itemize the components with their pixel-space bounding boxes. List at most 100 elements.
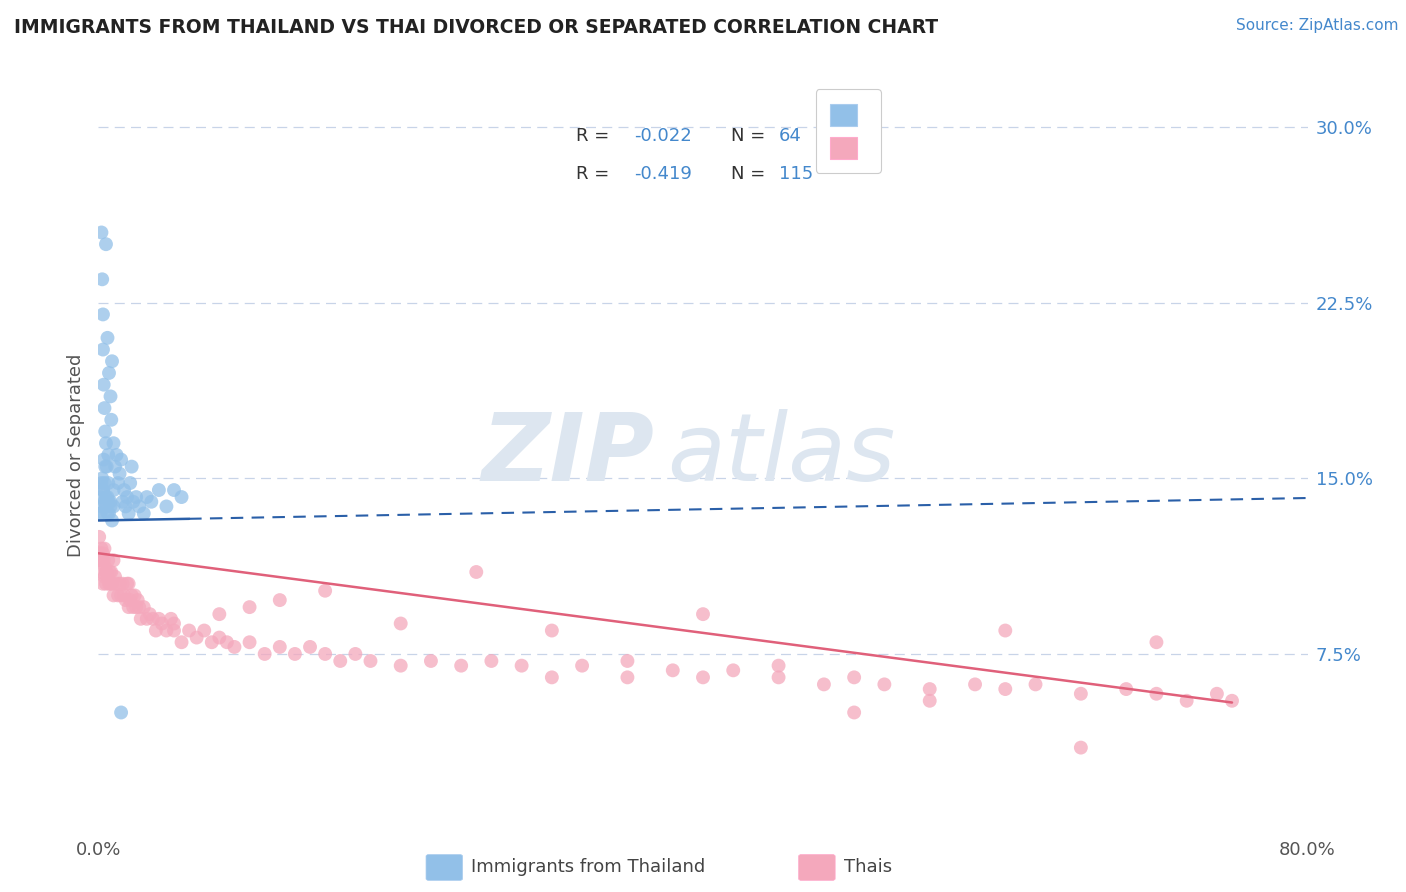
Point <box>96 507 118 521</box>
Point <box>90 490 112 504</box>
Point <box>98 507 121 521</box>
Point <box>112 483 135 497</box>
Point <box>239 635 262 649</box>
Point <box>465 565 488 579</box>
Point <box>139 607 162 622</box>
Point <box>142 612 165 626</box>
Point <box>90 565 112 579</box>
Point <box>170 635 193 649</box>
Text: R =: R = <box>576 128 614 145</box>
Point <box>129 612 152 626</box>
Point <box>103 483 125 497</box>
Point <box>93 494 115 508</box>
Point <box>98 366 121 380</box>
Point <box>141 494 163 508</box>
Point <box>100 500 122 514</box>
Point <box>96 331 118 345</box>
Point <box>100 494 122 508</box>
Point <box>103 589 125 603</box>
Point <box>135 612 157 626</box>
Point <box>97 448 120 462</box>
Point <box>481 654 503 668</box>
Point <box>111 494 134 508</box>
Point <box>90 500 112 514</box>
Point <box>94 459 117 474</box>
Text: Thais: Thais <box>844 858 891 876</box>
Point <box>127 593 149 607</box>
Point <box>100 576 122 591</box>
Point <box>93 553 115 567</box>
Point <box>155 500 177 514</box>
Point <box>1220 694 1243 708</box>
Text: ZIP: ZIP <box>482 409 655 501</box>
Point <box>90 476 112 491</box>
Point <box>96 490 118 504</box>
Point <box>148 612 170 626</box>
Point <box>208 631 231 645</box>
Point <box>91 343 114 357</box>
Point <box>994 682 1017 697</box>
Point <box>96 459 118 474</box>
Point <box>101 514 124 528</box>
Point <box>186 631 208 645</box>
Point <box>132 600 155 615</box>
Point <box>269 640 291 654</box>
Point <box>91 546 114 560</box>
Point <box>965 677 987 691</box>
Point <box>616 670 638 684</box>
Point <box>94 436 117 450</box>
Point <box>107 589 129 603</box>
Point <box>115 490 138 504</box>
Point <box>844 670 866 684</box>
Point <box>111 576 134 591</box>
Point <box>284 647 307 661</box>
Point <box>163 616 186 631</box>
Point <box>122 494 145 508</box>
Point <box>918 682 941 697</box>
Point <box>105 448 128 462</box>
Point <box>1146 687 1168 701</box>
Point <box>118 507 141 521</box>
Text: -0.022: -0.022 <box>634 128 692 145</box>
Point <box>125 600 148 615</box>
Point <box>108 467 131 481</box>
Point <box>94 560 117 574</box>
Point <box>215 635 238 649</box>
Point <box>101 354 124 368</box>
Text: Source: ZipAtlas.com: Source: ZipAtlas.com <box>1236 18 1399 33</box>
Point <box>768 658 790 673</box>
Point <box>160 612 183 626</box>
Point <box>1024 677 1046 691</box>
Point <box>208 607 231 622</box>
Point <box>91 307 114 321</box>
Point <box>120 476 142 491</box>
Point <box>93 401 115 416</box>
Point <box>103 500 125 514</box>
Point <box>1115 682 1137 697</box>
Point <box>114 593 136 607</box>
Point <box>125 490 148 504</box>
Point <box>224 640 246 654</box>
Point <box>96 565 118 579</box>
Point <box>108 576 131 591</box>
Point <box>314 647 336 661</box>
Point <box>93 476 115 491</box>
Point <box>98 576 121 591</box>
Point <box>179 624 201 638</box>
Point <box>299 640 322 654</box>
Point <box>844 706 866 720</box>
Point <box>128 600 150 615</box>
Text: 115: 115 <box>779 165 814 183</box>
Point <box>94 565 117 579</box>
Point <box>540 670 562 684</box>
Point <box>103 436 125 450</box>
Point <box>1070 687 1092 701</box>
Text: N =: N = <box>731 128 770 145</box>
Point <box>329 654 352 668</box>
Point <box>98 494 121 508</box>
Point <box>118 600 141 615</box>
Point <box>100 565 122 579</box>
Point <box>104 459 127 474</box>
Point <box>110 452 132 467</box>
Text: R =: R = <box>576 165 614 183</box>
